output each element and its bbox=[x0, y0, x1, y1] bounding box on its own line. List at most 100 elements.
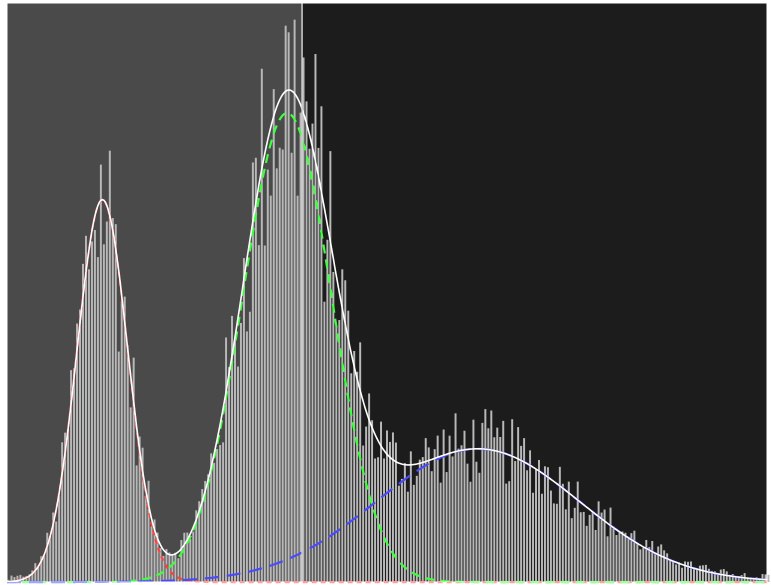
plot-border bbox=[6, 2, 768, 583]
histogram-bar bbox=[344, 280, 347, 582]
histogram-bar bbox=[621, 531, 624, 582]
histogram-bar bbox=[597, 501, 600, 582]
histogram-bar bbox=[332, 271, 335, 582]
histogram-bar bbox=[600, 512, 603, 582]
histogram-bar bbox=[666, 553, 669, 582]
histogram-bar bbox=[359, 342, 362, 582]
histogram-bar bbox=[299, 112, 302, 583]
histogram-bar bbox=[320, 106, 323, 582]
histogram-bar bbox=[234, 337, 236, 582]
histogram-bar bbox=[457, 448, 460, 582]
histogram-bar bbox=[180, 540, 183, 582]
histogram-bar bbox=[225, 337, 228, 582]
histogram-bar bbox=[460, 445, 463, 582]
histogram-bar bbox=[508, 481, 511, 582]
histogram-bar bbox=[73, 368, 76, 582]
histogram-bar bbox=[31, 570, 34, 582]
histogram-bar bbox=[46, 532, 49, 582]
histogram-bar bbox=[728, 575, 731, 582]
histogram-bar bbox=[412, 484, 415, 582]
histogram-bar bbox=[254, 157, 257, 582]
histogram-bar bbox=[660, 544, 663, 582]
histogram-bar bbox=[630, 533, 633, 582]
histogram-bar bbox=[335, 326, 338, 582]
histogram-bar bbox=[529, 450, 532, 582]
histogram-bar bbox=[296, 195, 299, 582]
histogram-bar bbox=[43, 555, 46, 582]
histogram-bar bbox=[692, 567, 695, 582]
histogram-bar bbox=[28, 574, 31, 582]
histogram-bar bbox=[79, 309, 81, 582]
histogram-bar bbox=[436, 435, 439, 582]
histogram-bar bbox=[210, 453, 213, 582]
histogram-bar bbox=[70, 370, 73, 582]
histogram-bar bbox=[636, 543, 639, 582]
histogram-bar bbox=[266, 169, 269, 583]
histogram-bar bbox=[177, 558, 180, 582]
histogram-bar bbox=[174, 552, 177, 582]
histogram-bar bbox=[463, 430, 466, 582]
histogram-bar bbox=[716, 574, 719, 582]
histogram-bar bbox=[123, 296, 126, 582]
histogram-bar bbox=[734, 576, 737, 582]
histogram-bar bbox=[627, 536, 630, 582]
histogram-bar bbox=[183, 532, 186, 582]
histogram-bar bbox=[135, 465, 138, 582]
histogram-bar bbox=[67, 429, 70, 582]
histogram-bar bbox=[585, 525, 588, 582]
histogram-bar bbox=[13, 577, 16, 582]
histogram-bar bbox=[612, 526, 615, 582]
histogram-bar bbox=[242, 258, 245, 582]
histogram-bar bbox=[189, 539, 192, 582]
histogram-bar bbox=[648, 547, 651, 582]
histogram-bar bbox=[186, 532, 189, 582]
histogram-bar bbox=[219, 445, 222, 582]
histogram-bar bbox=[228, 367, 231, 582]
histogram-bar bbox=[558, 466, 561, 582]
mixture-curve bbox=[6, 89, 768, 583]
histogram-bar bbox=[484, 409, 487, 582]
histogram-bar bbox=[305, 101, 308, 582]
histogram-bar bbox=[746, 578, 749, 582]
histogram-bar bbox=[657, 546, 660, 582]
histogram-bar bbox=[499, 436, 502, 582]
histogram-bar bbox=[552, 503, 555, 582]
histogram-bar bbox=[713, 571, 716, 582]
histogram-bar bbox=[64, 432, 67, 582]
histogram-bar bbox=[540, 493, 543, 582]
histogram-bar bbox=[764, 574, 767, 582]
histogram-bar bbox=[144, 495, 147, 582]
histogram-bar bbox=[514, 461, 517, 582]
histogram-bar bbox=[222, 442, 225, 582]
histogram-bar bbox=[564, 509, 567, 582]
histogram-bar bbox=[403, 463, 406, 582]
histogram-bar bbox=[117, 351, 120, 582]
histogram-bar bbox=[347, 310, 350, 582]
histogram-bar bbox=[624, 532, 627, 582]
histogram-bar bbox=[356, 371, 359, 582]
histogram-bar bbox=[314, 54, 317, 582]
histogram-bar bbox=[481, 422, 484, 582]
background-region-0 bbox=[7, 3, 303, 582]
histogram-bar bbox=[639, 549, 642, 582]
histogram-bar bbox=[749, 577, 752, 582]
histogram-bar bbox=[311, 123, 314, 582]
histogram-bar bbox=[681, 567, 684, 582]
histogram-bar bbox=[618, 532, 621, 582]
background-region-1 bbox=[302, 3, 767, 582]
histogram-bar bbox=[424, 438, 427, 582]
histogram-bar bbox=[672, 560, 675, 582]
histogram-bar bbox=[406, 491, 409, 582]
histogram-bar bbox=[19, 574, 22, 582]
histogram-bar bbox=[231, 315, 233, 582]
histogram-bar bbox=[642, 547, 645, 582]
histogram-bar bbox=[704, 564, 707, 582]
histogram-bar bbox=[475, 461, 478, 582]
histogram-bar bbox=[251, 162, 254, 582]
histogram-bar bbox=[678, 562, 681, 582]
histogram-bar bbox=[269, 195, 272, 582]
histogram-bar bbox=[162, 555, 165, 582]
histogram-bar bbox=[502, 420, 505, 582]
histogram-bar bbox=[472, 419, 475, 582]
histogram-bar bbox=[287, 32, 290, 583]
